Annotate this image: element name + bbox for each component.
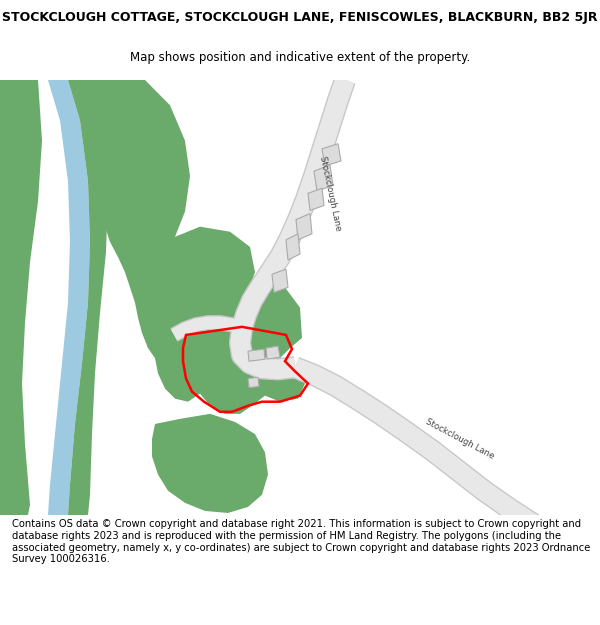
Polygon shape — [266, 346, 280, 359]
Text: Map shows position and indicative extent of the property.: Map shows position and indicative extent… — [130, 51, 470, 64]
Polygon shape — [93, 80, 305, 414]
Text: STOCKCLOUGH COTTAGE, STOCKCLOUGH LANE, FENISCOWLES, BLACKBURN, BB2 5JR: STOCKCLOUGH COTTAGE, STOCKCLOUGH LANE, F… — [2, 11, 598, 24]
Text: Stockclough Lane: Stockclough Lane — [424, 418, 496, 461]
Text: Contains OS data © Crown copyright and database right 2021. This information is : Contains OS data © Crown copyright and d… — [12, 519, 590, 564]
Polygon shape — [322, 144, 341, 166]
Polygon shape — [286, 234, 300, 260]
Polygon shape — [248, 349, 265, 361]
Polygon shape — [0, 80, 42, 515]
Polygon shape — [296, 214, 312, 240]
Polygon shape — [38, 80, 90, 515]
Polygon shape — [152, 414, 268, 513]
Polygon shape — [308, 188, 324, 211]
Polygon shape — [272, 269, 288, 292]
Polygon shape — [248, 378, 259, 388]
Text: Stockclough Lane: Stockclough Lane — [317, 155, 343, 232]
Polygon shape — [68, 80, 108, 515]
Polygon shape — [314, 165, 333, 191]
